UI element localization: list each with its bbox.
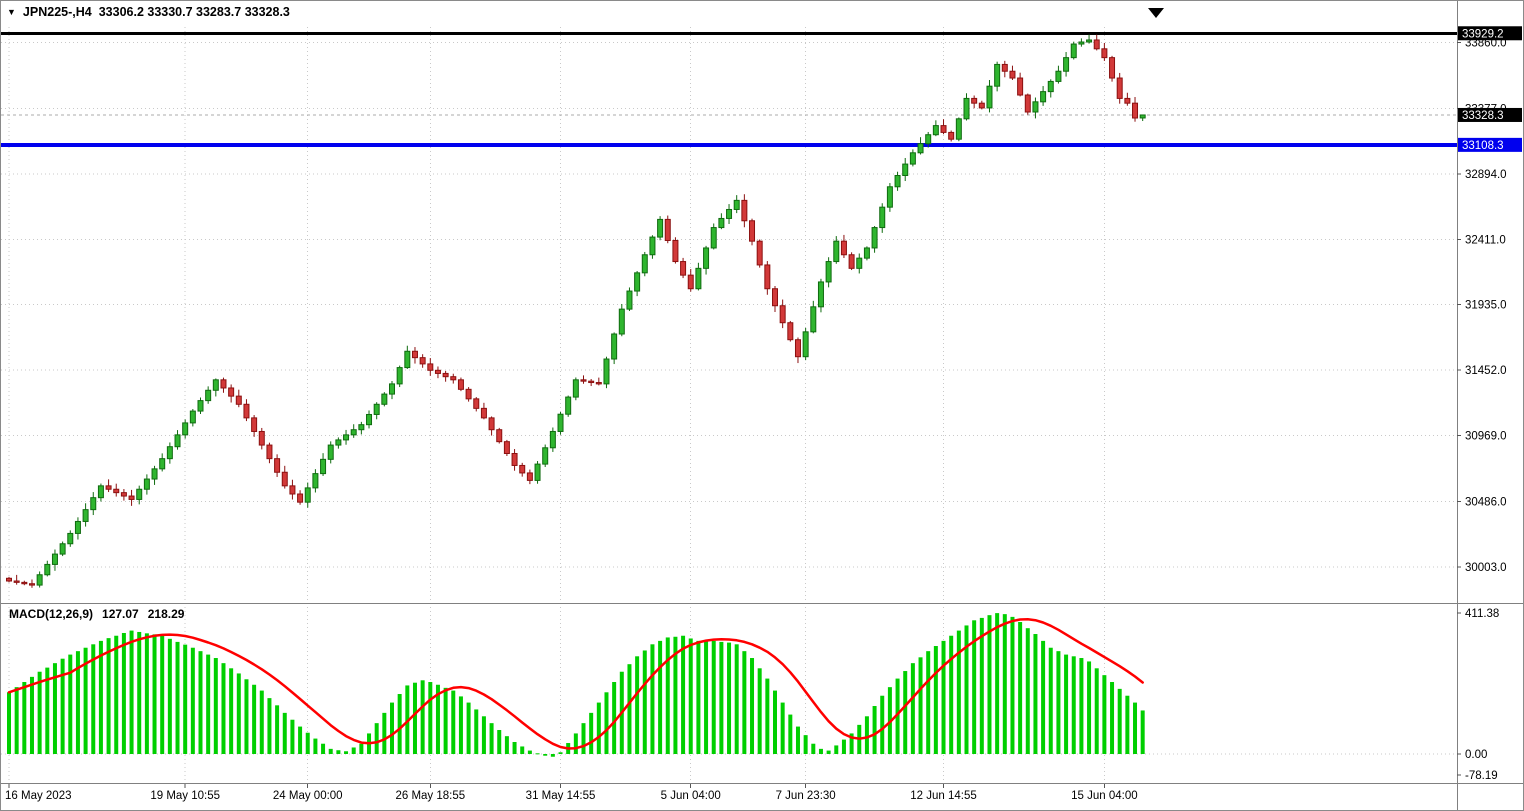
- time-axis-label: 5 Jun 04:00: [661, 790, 721, 802]
- price-marker-label: 33328.3: [1462, 110, 1504, 122]
- macd-current-value: 127.07: [102, 607, 139, 621]
- price-axis-label: 32411.0: [1465, 235, 1506, 247]
- price-axis-label: 31452.0: [1465, 365, 1507, 377]
- horizontal-level-lines: [1, 31, 1457, 147]
- macd-indicator-label: MACD(12,26,9) 127.07 218.29: [9, 607, 184, 621]
- chart-shift-marker-icon[interactable]: [1148, 8, 1164, 18]
- macd-pane: [7, 613, 1145, 757]
- macd-axis-label: 411.38: [1465, 608, 1499, 620]
- time-axis-label: 26 May 18:55: [395, 790, 465, 802]
- price-axis[interactable]: 33860.033377.032894.032411.031935.031452…: [1457, 26, 1522, 782]
- time-axis[interactable]: 16 May 2023 19 May 10:55 24 May 00:00 26 Ma…: [5, 784, 1138, 802]
- time-axis-label: 31 May 14:55: [526, 790, 596, 802]
- macd-name: MACD(12,26,9): [9, 607, 94, 621]
- time-axis-label: 15 Jun 04:00: [1071, 790, 1138, 802]
- symbol-marker-icon[interactable]: ▼: [7, 6, 16, 17]
- macd-axis-label: 0.00: [1465, 749, 1487, 761]
- time-axis-label: 19 May 10:55: [150, 790, 220, 802]
- time-axis-label: 12 Jun 14:55: [910, 790, 977, 802]
- price-axis-label: 30969.0: [1465, 431, 1507, 443]
- price-axis-label: 32894.0: [1465, 169, 1507, 181]
- price-marker-label: 33929.2: [1462, 28, 1504, 40]
- macd-signal-value: 218.29: [147, 607, 185, 621]
- symbol-timeframe-label: JPN225-,H4: [22, 5, 92, 19]
- price-marker-label: 33108.3: [1462, 140, 1504, 152]
- price-axis-label: 33860.0: [1465, 38, 1507, 50]
- price-marker-box: [1458, 107, 1522, 122]
- price-axis-label: 30003.0: [1465, 562, 1507, 574]
- time-axis-label: 7 Jun 23:30: [776, 790, 836, 802]
- time-axis-label: 24 May 00:00: [273, 790, 343, 802]
- candlestick-series: [6, 34, 1146, 588]
- ohlc-values: 33306.2 33330.7 33283.7 33328.3: [98, 5, 290, 19]
- chart-header: ▼ JPN225-,H4 33306.2 33330.7 33283.7 333…: [7, 5, 290, 19]
- price-axis-label: 30486.0: [1465, 496, 1507, 508]
- price-marker-box: [1458, 26, 1522, 41]
- price-axis-label: 31935.0: [1465, 299, 1507, 311]
- macd-axis-label: -78.19: [1465, 770, 1498, 782]
- time-axis-label: 16 May 2023: [5, 790, 72, 802]
- macd-signal-line: [7, 617, 1144, 750]
- price-marker-box: [1458, 137, 1522, 152]
